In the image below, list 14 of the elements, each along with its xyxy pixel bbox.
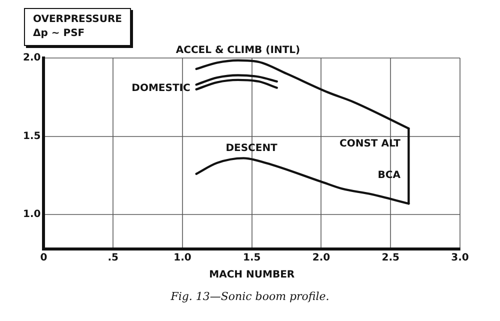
x-tick-label: 1.5 [243,252,261,264]
x-tick-label: 0 [40,252,48,264]
y-axis-title: OVERPRESSURE Δp ~ PSF [33,13,122,41]
y-tick-label: 2.0 [22,52,41,64]
series-label: ACCEL & CLIMB (INTL) [176,44,300,56]
y-tick-label: 1.5 [22,130,41,142]
x-tick-label: 3.0 [451,252,469,264]
x-tick-label: .5 [108,252,119,264]
y-tick-label: 1.0 [22,209,41,220]
x-tick-label: 1.0 [174,252,192,264]
x-axis-title: MACH NUMBER [209,270,295,281]
x-tick-label: 2.5 [382,252,400,264]
caption: Fig. 13—Sonic boom profile. [170,290,330,303]
x-tick-label: 2.0 [312,252,330,264]
